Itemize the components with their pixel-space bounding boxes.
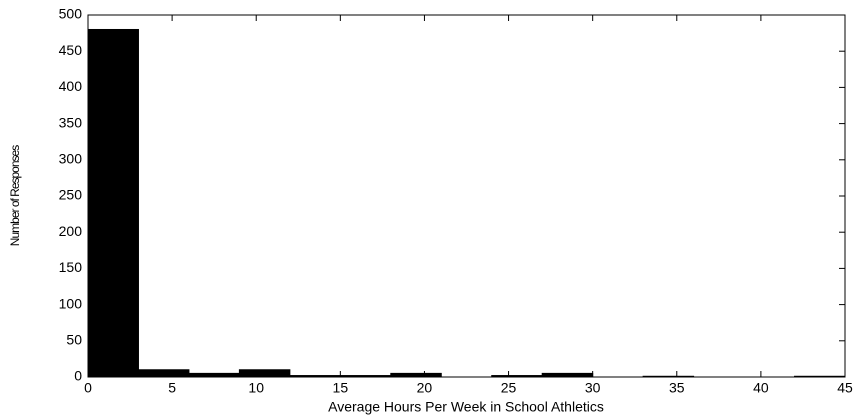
y-tick-label: 500 xyxy=(59,6,83,22)
x-tick-label: 5 xyxy=(168,380,176,396)
bar xyxy=(188,372,240,378)
x-tick-label: 10 xyxy=(248,380,264,396)
x-axis-label: Average Hours Per Week in School Athleti… xyxy=(328,399,604,415)
y-tick-label: 0 xyxy=(74,368,82,384)
y-tick-label: 350 xyxy=(59,114,83,130)
y-tick-label: 150 xyxy=(59,259,83,275)
x-tick-label: 30 xyxy=(585,380,601,396)
y-tick-label: 400 xyxy=(59,78,83,94)
y-tick-label: 250 xyxy=(59,187,83,203)
plot-frame xyxy=(87,14,846,378)
bar xyxy=(137,369,190,378)
x-tick-label: 25 xyxy=(501,380,517,396)
y-tick-label: 100 xyxy=(59,295,83,311)
y-tick-label: 50 xyxy=(66,332,82,348)
x-tick-label: 0 xyxy=(84,380,92,396)
x-tick-label: 45 xyxy=(837,380,853,396)
y-tick-label: 200 xyxy=(59,223,83,239)
y-axis-label: Number of Responses xyxy=(8,145,22,246)
bar xyxy=(541,372,594,378)
bar xyxy=(390,372,442,378)
x-tick-label: 35 xyxy=(669,380,685,396)
x-tick-label: 40 xyxy=(753,380,769,396)
y-tick-label: 450 xyxy=(59,42,83,58)
x-tick-label: 15 xyxy=(333,380,349,396)
bar xyxy=(87,28,139,378)
x-tick-label: 20 xyxy=(417,380,433,396)
bar xyxy=(238,369,291,378)
y-tick-label: 300 xyxy=(59,151,83,167)
